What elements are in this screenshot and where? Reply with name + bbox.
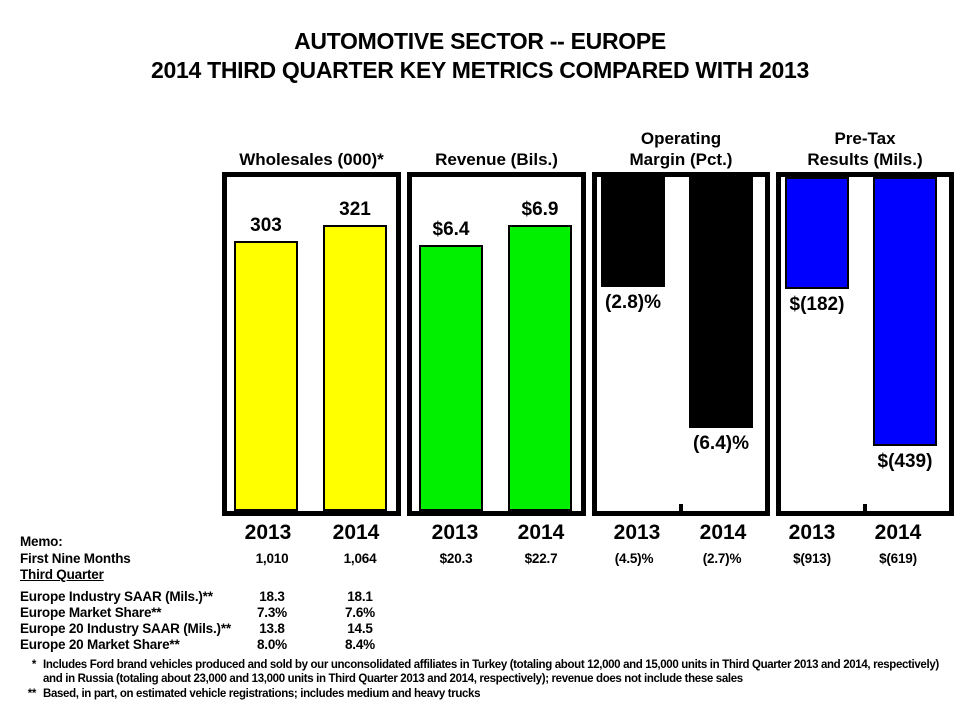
bar-wholesales-2014 <box>323 225 387 511</box>
year-label: 2014 <box>517 521 565 544</box>
panel-wholesales: 303 321 <box>222 172 401 516</box>
memo-value: 7.3% <box>257 605 287 620</box>
footnote-marker: ** <box>27 688 37 700</box>
bar-wholesales-2013 <box>234 241 298 511</box>
memo-value: 18.1 <box>347 589 373 604</box>
memo-section-heading: Third Quarter <box>20 567 104 582</box>
panel-revenue: $6.4 $6.9 <box>407 172 586 516</box>
memo-value: 8.4% <box>345 637 375 652</box>
memo-row-label: Europe 20 Industry SAAR (Mils.)** <box>20 621 231 636</box>
memo-row-label: Europe 20 Market Share** <box>20 637 180 652</box>
slide-title-line2: 2014 THIRD QUARTER KEY METRICS COMPARED … <box>151 57 809 83</box>
year-label: 2013 <box>613 521 661 544</box>
year-label: 2013 <box>244 521 292 544</box>
bar-value-label: $(439) <box>877 451 933 472</box>
bar-value-label: 321 <box>339 199 371 220</box>
memo-row-label: Europe Industry SAAR (Mils.)** <box>20 589 213 604</box>
memo-row-label: Europe Market Share** <box>20 605 162 620</box>
slide-title: AUTOMOTIVE SECTOR -- EUROPE 2014 THIRD Q… <box>0 27 960 85</box>
panel-header-revenue: Revenue (Bils.) <box>435 150 558 169</box>
bar-revenue-2014 <box>508 225 572 511</box>
footnote-text: Includes Ford brand vehicles produced an… <box>43 659 939 685</box>
memo-value: 14.5 <box>347 621 373 636</box>
bar-value-label: (2.8)% <box>605 292 661 313</box>
slide-title-line1: AUTOMOTIVE SECTOR -- EUROPE <box>294 28 666 54</box>
memo-row-label: First Nine Months <box>20 551 131 566</box>
footnote-single-asterisk: * Includes Ford brand vehicles produced … <box>16 658 944 686</box>
memo-value: 1,064 <box>343 551 377 566</box>
bar-pretax-2014 <box>873 177 937 446</box>
memo-heading: Memo: <box>20 534 63 549</box>
year-label: 2013 <box>431 521 479 544</box>
year-label: 2014 <box>699 521 747 544</box>
axis-tick <box>679 504 683 511</box>
memo-value: 8.0% <box>257 637 287 652</box>
bar-value-label: $6.4 <box>432 219 470 240</box>
year-label: 2014 <box>332 521 380 544</box>
panel-operating-margin: (2.8)% (6.4)% <box>592 172 770 516</box>
memo-value: 18.3 <box>259 589 285 604</box>
memo-value: $(913) <box>793 551 831 566</box>
year-label: 2014 <box>874 521 922 544</box>
bar-revenue-2013 <box>419 245 483 511</box>
panel-header-wholesales: Wholesales (000)* <box>239 150 384 169</box>
memo-value: 1,010 <box>255 551 289 566</box>
footnotes: * Includes Ford brand vehicles produced … <box>16 658 944 702</box>
panel-header-operating-margin: Operating Margin (Pct.) <box>629 129 733 169</box>
bar-value-label: 303 <box>250 215 282 236</box>
footnote-double-asterisk: ** Based, in part, on estimated vehicle … <box>16 687 944 701</box>
memo-value: 13.8 <box>259 621 285 636</box>
axis-tick <box>863 504 867 511</box>
memo-value: (4.5)% <box>614 551 654 566</box>
footnote-text: Based, in part, on estimated vehicle reg… <box>43 688 481 700</box>
bar-value-label: $(182) <box>789 294 845 315</box>
memo-value: $(619) <box>879 551 917 566</box>
panel-header-pretax-results: Pre-Tax Results (Mils.) <box>807 129 923 169</box>
memo-value: $22.7 <box>524 551 558 566</box>
bar-value-label: $6.9 <box>521 199 559 220</box>
panel-pretax-results: $(182) $(439) <box>776 172 954 516</box>
bar-operating-margin-2013 <box>601 177 665 287</box>
footnote-marker: * <box>31 659 36 671</box>
bar-operating-margin-2014 <box>689 177 753 428</box>
memo-value: $20.3 <box>439 551 473 566</box>
bar-value-label: (6.4)% <box>693 433 749 454</box>
year-label: 2013 <box>788 521 836 544</box>
bar-pretax-2013 <box>785 177 849 289</box>
memo-value: (2.7)% <box>702 551 742 566</box>
memo-value: 7.6% <box>345 605 375 620</box>
